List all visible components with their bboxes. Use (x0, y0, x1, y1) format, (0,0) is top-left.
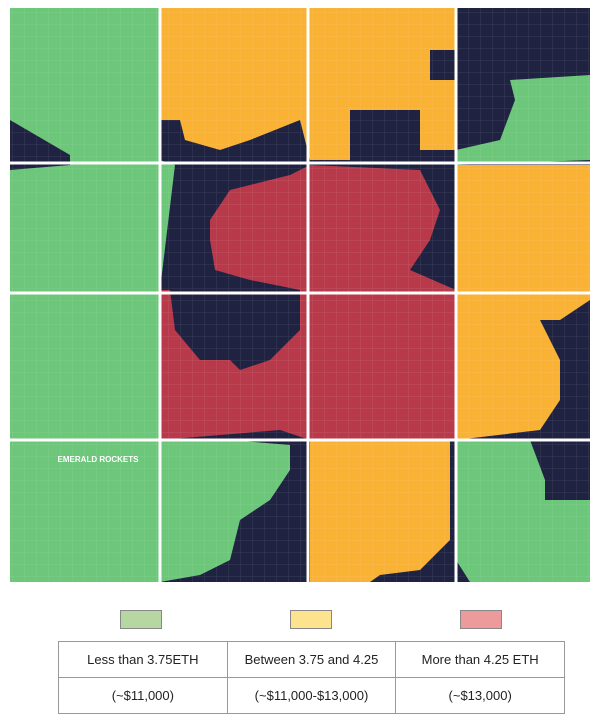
legend-range: (~$13,000) (395, 677, 565, 714)
map-label: EMERALD ROCKETS (58, 455, 140, 464)
land-map: EMERALD ROCKETS (10, 8, 590, 582)
legend-range: (~$11,000) (58, 677, 228, 714)
legend-swatch (290, 610, 332, 629)
legend-label: Less than 3.75ETH (58, 641, 228, 678)
legend-label: More than 4.25 ETH (395, 641, 565, 678)
legend-row: Less than 3.75ETH Between 3.75 and 4.25 … (58, 641, 565, 678)
legend-swatch (460, 610, 502, 629)
legend-range: (~$11,000-$13,000) (226, 677, 397, 714)
tile-separators (10, 8, 590, 582)
legend-swatch (120, 610, 162, 629)
legend-table: Less than 3.75ETH Between 3.75 and 4.25 … (58, 641, 565, 714)
legend-row: (~$11,000) (~$11,000-$13,000) (~$13,000) (58, 677, 565, 714)
legend-label: Between 3.75 and 4.25 (226, 641, 397, 678)
parcel-grid (10, 8, 590, 582)
